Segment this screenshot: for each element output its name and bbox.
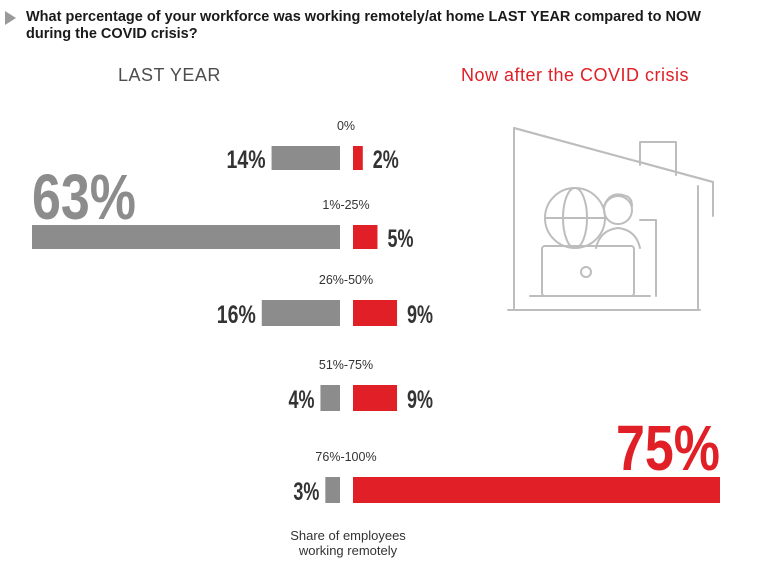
category-label: 26%-50%	[319, 273, 373, 287]
x-axis-label: Share of employees working remotely	[258, 528, 438, 558]
remote-worker-illustration-icon	[507, 127, 714, 311]
category-label: 51%-75%	[319, 358, 373, 372]
question-bullet-icon	[5, 11, 16, 25]
data-label-last-year: 63%	[32, 161, 136, 233]
data-label-last-year: 3%	[293, 478, 319, 506]
x-axis-label-line1: Share of employees	[290, 528, 406, 543]
bar-now	[353, 385, 398, 411]
bar-last-year	[325, 477, 340, 503]
data-label-now: 9%	[407, 301, 433, 329]
data-label-now: 75%	[616, 412, 720, 484]
data-label-now: 2%	[373, 146, 399, 174]
data-label-last-year: 4%	[288, 386, 314, 414]
question-text: What percentage of your workforce was wo…	[26, 9, 701, 42]
bar-last-year	[32, 225, 340, 249]
bar-last-year	[320, 385, 340, 411]
last-year-header: LAST YEAR	[118, 65, 221, 85]
category-label: 1%-25%	[322, 198, 369, 212]
bar-now	[353, 477, 720, 503]
category-label: 0%	[337, 119, 355, 133]
bar-last-year	[271, 146, 340, 170]
bar-now	[353, 225, 378, 249]
category-label: 76%-100%	[315, 450, 376, 464]
data-label-now: 9%	[407, 386, 433, 414]
now-header: Now after the COVID crisis	[461, 65, 690, 85]
bar-last-year	[261, 300, 340, 326]
data-label-last-year: 16%	[217, 301, 256, 329]
bar-now	[353, 146, 363, 170]
data-label-last-year: 14%	[227, 146, 266, 174]
bar-now	[353, 300, 398, 326]
x-axis-label-line2: working remotely	[298, 543, 398, 558]
data-label-now: 5%	[387, 225, 413, 253]
